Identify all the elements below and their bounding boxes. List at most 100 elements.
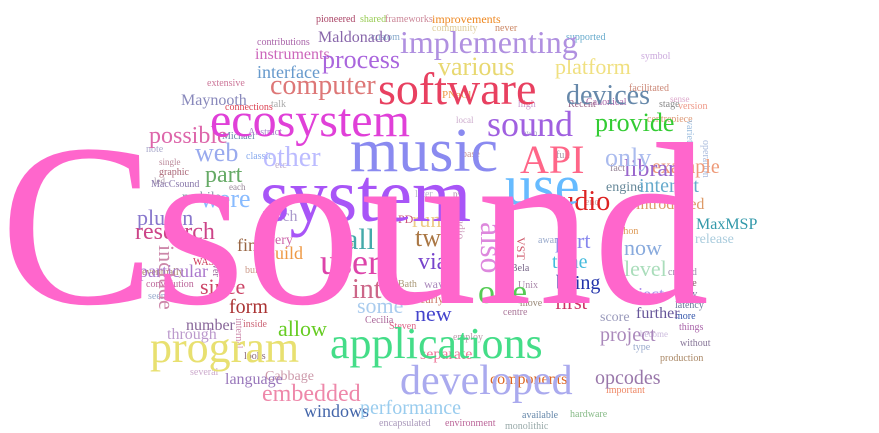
word-many: many [675, 289, 698, 300]
word-centre: centre [503, 307, 528, 318]
word-vst: VST [514, 237, 528, 260]
word-frameworks: frameworks [385, 14, 433, 25]
word-also: also [474, 222, 510, 274]
word-opcodes: opcodes [595, 367, 661, 389]
word-software: software [378, 63, 537, 114]
word-run: run [412, 207, 442, 232]
word-seen: seen [148, 291, 166, 302]
word-shared: shared [360, 14, 387, 25]
word-sound: sound [487, 104, 574, 144]
word-particular: particular [139, 261, 208, 281]
word-number: number [186, 317, 235, 334]
word-applications: applications [330, 319, 543, 368]
word-made: made [675, 278, 697, 289]
word-centrepiece: centrepiece [647, 114, 693, 125]
word-built: built [245, 265, 264, 276]
word-wasm: WASM [193, 257, 224, 268]
word-ecosystem: ecosystem [210, 94, 410, 147]
word-release: release [695, 232, 734, 247]
word-high: high [518, 99, 536, 110]
word-being: being [556, 272, 601, 294]
word-lower: lower [210, 254, 221, 277]
word-convolution: convolution [146, 279, 194, 290]
word-employ: employ [453, 332, 483, 343]
word-pnacl: PNaCl [442, 89, 472, 101]
word-py: py [453, 189, 462, 199]
word-available: available [522, 410, 559, 421]
word-part: part [205, 162, 243, 188]
word-pioneered: pioneered [316, 14, 356, 25]
word-facilitated: facilitated [629, 83, 669, 94]
word-via: via [418, 249, 448, 275]
word-into: into [352, 274, 396, 305]
word-early: early [420, 292, 444, 306]
word-custom: custom [371, 32, 400, 43]
word-steven: Steven [389, 321, 417, 332]
word-engine: engine [606, 180, 644, 195]
word-some: some [357, 293, 404, 318]
word-abstract: Abstract [248, 127, 282, 138]
word-developed: developed [400, 358, 573, 404]
word-led: led [154, 176, 165, 186]
word-several: several [190, 367, 219, 378]
word-use: use [505, 155, 580, 217]
word-implementing: implementing [400, 24, 578, 60]
word-provide: provide [595, 108, 675, 137]
word-separate: separate [420, 346, 473, 363]
word-version: version [678, 101, 708, 112]
word-without: without [680, 338, 711, 349]
word-time: time [552, 251, 588, 273]
word-build: build [266, 243, 304, 263]
word-research: research [135, 219, 215, 245]
word-stage: stage [659, 99, 680, 110]
word-monolithic: monolithic [505, 421, 549, 432]
word-unix: Unix [518, 280, 538, 291]
word-form: form [229, 296, 268, 318]
word-base: base [462, 149, 480, 160]
word-type: type [633, 342, 651, 353]
word-single: single [159, 157, 181, 167]
word-embedded: embedded [262, 381, 361, 407]
word-community: community [432, 23, 478, 34]
word-mobile: mobile [182, 190, 221, 205]
word-further: further [636, 305, 680, 322]
word-introduced: introduced [636, 196, 705, 213]
word-maynooth: Maynooth [181, 92, 247, 109]
word-all: all [345, 223, 375, 256]
word-plugin: plugin [137, 205, 194, 230]
word-internal: internal [233, 318, 244, 349]
word-computer: computer [270, 70, 376, 101]
word-own: own [522, 128, 538, 138]
word-aware: aware [538, 235, 562, 246]
word-platform: platform [555, 54, 631, 79]
word-process: process [322, 45, 400, 74]
word-system: system [260, 154, 472, 238]
word-production: production [660, 353, 704, 364]
word-extensive: extensive [207, 78, 245, 89]
word-canonical: Canonical [586, 97, 627, 108]
word-new: new [415, 301, 452, 326]
word-user: user [320, 242, 380, 282]
word-other: other [263, 142, 321, 173]
word-bela: Bela [511, 263, 530, 274]
word-connections: connections [225, 102, 273, 113]
word-include: include [154, 245, 179, 310]
word-project: project [600, 324, 656, 346]
word-supported: supported [566, 32, 606, 43]
word-become: become [640, 329, 668, 339]
word-maccsound: MacCsound [151, 179, 200, 190]
word-web: web [195, 138, 239, 167]
word-much: much [262, 208, 298, 225]
word-talk: talk [271, 99, 286, 110]
word-full: full [556, 150, 570, 161]
word-latency: latency [675, 300, 704, 311]
word-more: more [675, 311, 696, 322]
word-interact: interact [639, 175, 699, 197]
word-local: local [456, 115, 474, 125]
word-windows: windows [304, 401, 370, 421]
word-symbol: symbol [641, 51, 671, 62]
word-various: various [438, 52, 515, 81]
word-created: created [668, 267, 697, 278]
word-through: through [167, 326, 217, 343]
